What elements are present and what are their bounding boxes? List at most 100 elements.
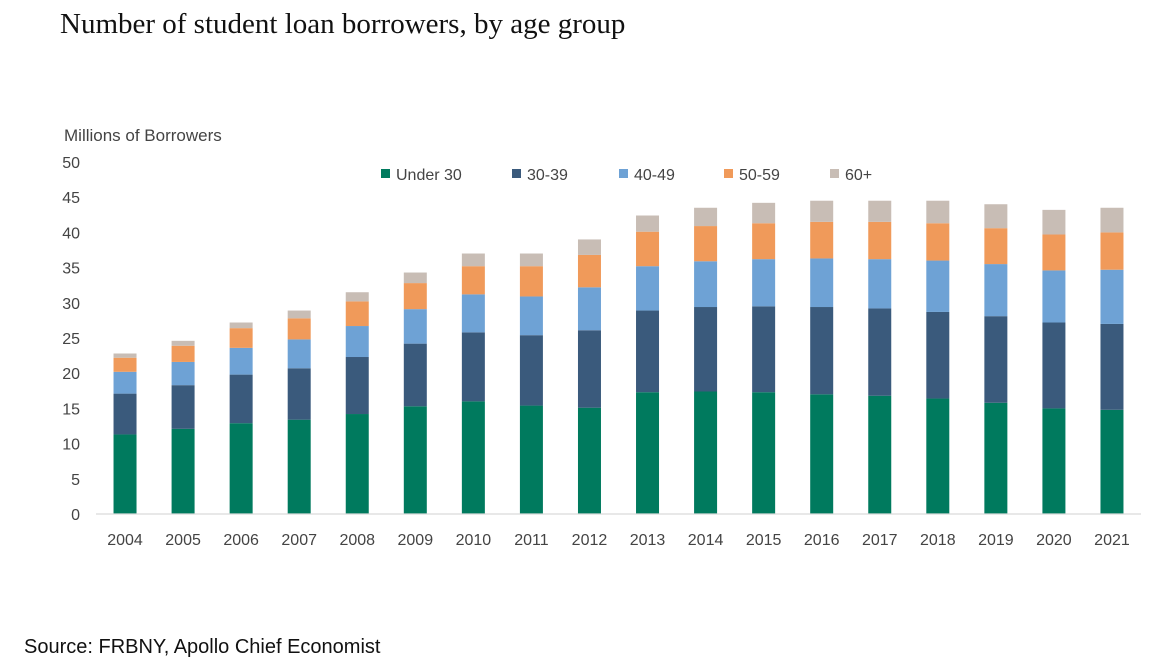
x-tick-label: 2014 [688,532,724,549]
bar-segment-30-39 [694,307,718,392]
bar-segment-under-30 [694,391,718,514]
bar-segment-40-49 [403,309,427,344]
bar-segment-under-30 [1042,408,1066,514]
bar-segment-50-59 [752,223,776,260]
bar-segment-under-30 [810,394,834,514]
x-tick-label: 2018 [920,532,956,549]
bar-segment-50-59 [229,328,253,348]
bar-segment-50-59 [403,283,427,310]
bar-segment-50-59 [345,301,369,327]
bar-segment-under-30 [519,405,543,514]
bar-segment-under-30 [403,406,427,514]
bar-segment-40-49 [461,294,485,333]
bar-segment-under-30 [287,419,311,514]
bar-stack-2008 [345,292,369,514]
bar-segment-60+ [345,292,369,302]
bar-segment-under-30 [636,392,660,514]
legend-swatch [512,169,521,178]
bar-segment-40-49 [577,287,601,331]
bar-segment-30-39 [636,310,660,393]
bars [113,200,1124,514]
bar-segment-50-59 [636,231,660,267]
bar-segment-60+ [403,272,427,284]
legend-label: 30-39 [527,167,568,184]
bar-segment-30-39 [287,368,311,420]
legend: Under 30 30-39 40-49 50-59 60+ [381,167,872,184]
y-axis-ticks: 0 5 10 15 20 25 30 35 40 45 50 [62,155,80,524]
bar-segment-under-30 [229,423,253,514]
bar-stack-2021 [1100,207,1124,514]
bar-segment-40-49 [229,347,253,375]
legend-label: 60+ [845,167,872,184]
bar-segment-60+ [229,322,253,329]
bar-segment-30-39 [519,335,543,406]
y-tick-label: 15 [62,401,80,418]
bar-segment-50-59 [1100,232,1124,270]
bar-segment-40-49 [113,371,137,394]
bar-segment-40-49 [636,266,660,311]
chart-title: Number of student loan borrowers, by age… [60,8,626,40]
legend-label: Under 30 [396,167,462,184]
bar-segment-30-39 [229,374,253,424]
bar-segment-under-30 [926,398,950,514]
bar-stack-2017 [868,200,892,514]
x-tick-label: 2012 [572,532,608,549]
bar-segment-30-39 [810,307,834,395]
x-tick-label: 2019 [978,532,1014,549]
bar-stack-2011 [519,253,543,514]
legend-swatch [724,169,733,178]
bar-segment-40-49 [810,258,834,308]
bar-segment-30-39 [113,393,137,435]
bar-stack-2018 [926,200,950,514]
x-tick-label: 2020 [1036,532,1072,549]
legend-item: 60+ [830,167,872,184]
bar-segment-30-39 [868,308,892,396]
x-axis-ticks: 2004 2005 2006 2007 2008 2009 2010 2011 2012 2013… [107,532,1130,549]
bar-segment-40-49 [926,260,950,312]
legend-swatch [381,169,390,178]
bar-segment-50-59 [984,228,1008,265]
bar-segment-40-49 [752,259,776,307]
bar-segment-50-59 [461,266,485,295]
source-note: Source: FRBNY, Apollo Chief Economist [24,636,381,658]
bar-segment-60+ [926,200,950,224]
bar-segment-60+ [868,200,892,222]
bar-segment-60+ [810,200,834,222]
bar-segment-50-59 [1042,234,1066,271]
bar-segment-30-39 [171,385,195,429]
legend-swatch [830,169,839,178]
stacked-bar-chart: Millions of Borrowers Under 30 30-39 40-49… [62,126,1141,549]
bar-segment-40-49 [1100,269,1124,324]
y-tick-label: 50 [62,155,80,172]
legend-item: 50-59 [724,167,780,184]
bar-segment-30-39 [461,332,485,402]
x-tick-label: 2006 [223,532,259,549]
bar-stack-2012 [577,239,601,514]
y-tick-label: 0 [71,507,80,524]
bar-segment-30-39 [984,316,1008,403]
bar-segment-60+ [694,207,718,227]
bar-segment-60+ [461,253,485,267]
x-tick-label: 2010 [456,532,492,549]
legend-label: 40-49 [634,167,675,184]
bar-segment-30-39 [345,357,369,415]
y-tick-label: 10 [62,437,80,454]
bar-stack-2006 [229,322,253,514]
y-tick-label: 30 [62,296,80,313]
y-tick-label: 5 [71,472,80,489]
bar-segment-under-30 [868,395,892,514]
bar-segment-30-39 [577,330,601,408]
bar-segment-50-59 [113,357,137,372]
x-tick-label: 2015 [746,532,782,549]
bar-segment-50-59 [810,221,834,259]
bar-segment-40-49 [694,261,718,308]
bar-segment-under-30 [345,414,369,514]
x-tick-label: 2013 [630,532,666,549]
bar-segment-30-39 [1100,323,1124,410]
bar-segment-30-39 [926,311,950,399]
bar-stack-2015 [752,202,776,514]
legend-swatch [619,169,628,178]
bar-stack-2010 [461,253,485,514]
bar-segment-40-49 [171,361,195,386]
bar-segment-40-49 [868,259,892,309]
